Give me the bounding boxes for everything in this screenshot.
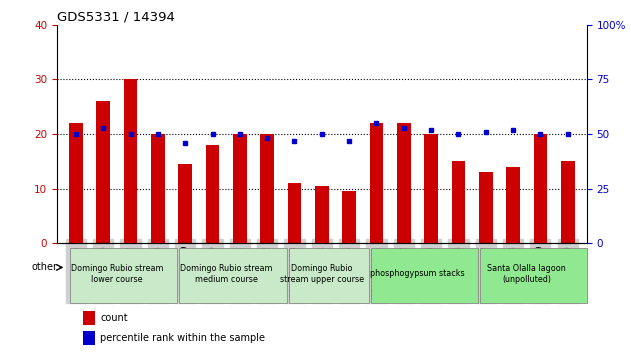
Text: Domingo Rubio stream
medium course: Domingo Rubio stream medium course	[180, 264, 273, 284]
Bar	[179, 164, 192, 243]
Bar	[97, 101, 110, 243]
Bar	[534, 134, 547, 243]
Bar	[83, 331, 95, 345]
Bar	[70, 248, 177, 303]
Text: Domingo Rubio
stream upper course: Domingo Rubio stream upper course	[280, 264, 364, 284]
Text: phosphogypsum stacks: phosphogypsum stacks	[370, 269, 465, 278]
Bar	[424, 134, 438, 243]
Bar	[370, 123, 383, 243]
Bar	[342, 192, 356, 243]
Bar	[69, 123, 83, 243]
Text: percentile rank within the sample: percentile rank within the sample	[100, 333, 265, 343]
Text: GDS5331 / 14394: GDS5331 / 14394	[57, 11, 175, 24]
Bar	[506, 167, 520, 243]
Bar	[179, 248, 286, 303]
Bar	[315, 186, 329, 243]
Bar	[233, 134, 247, 243]
Bar	[124, 79, 138, 243]
Bar	[289, 248, 369, 303]
Text: other: other	[32, 262, 57, 273]
Bar	[83, 311, 95, 325]
Bar	[371, 248, 478, 303]
Bar	[261, 134, 274, 243]
Bar	[479, 172, 493, 243]
Bar	[397, 123, 411, 243]
Text: Santa Olalla lagoon
(unpolluted): Santa Olalla lagoon (unpolluted)	[487, 264, 566, 284]
Bar	[561, 161, 575, 243]
Text: count: count	[100, 313, 128, 322]
Bar	[151, 134, 165, 243]
Bar	[288, 183, 302, 243]
Bar	[206, 145, 220, 243]
Bar	[452, 161, 465, 243]
Text: Domingo Rubio stream
lower course: Domingo Rubio stream lower course	[71, 264, 163, 284]
Bar	[480, 248, 587, 303]
